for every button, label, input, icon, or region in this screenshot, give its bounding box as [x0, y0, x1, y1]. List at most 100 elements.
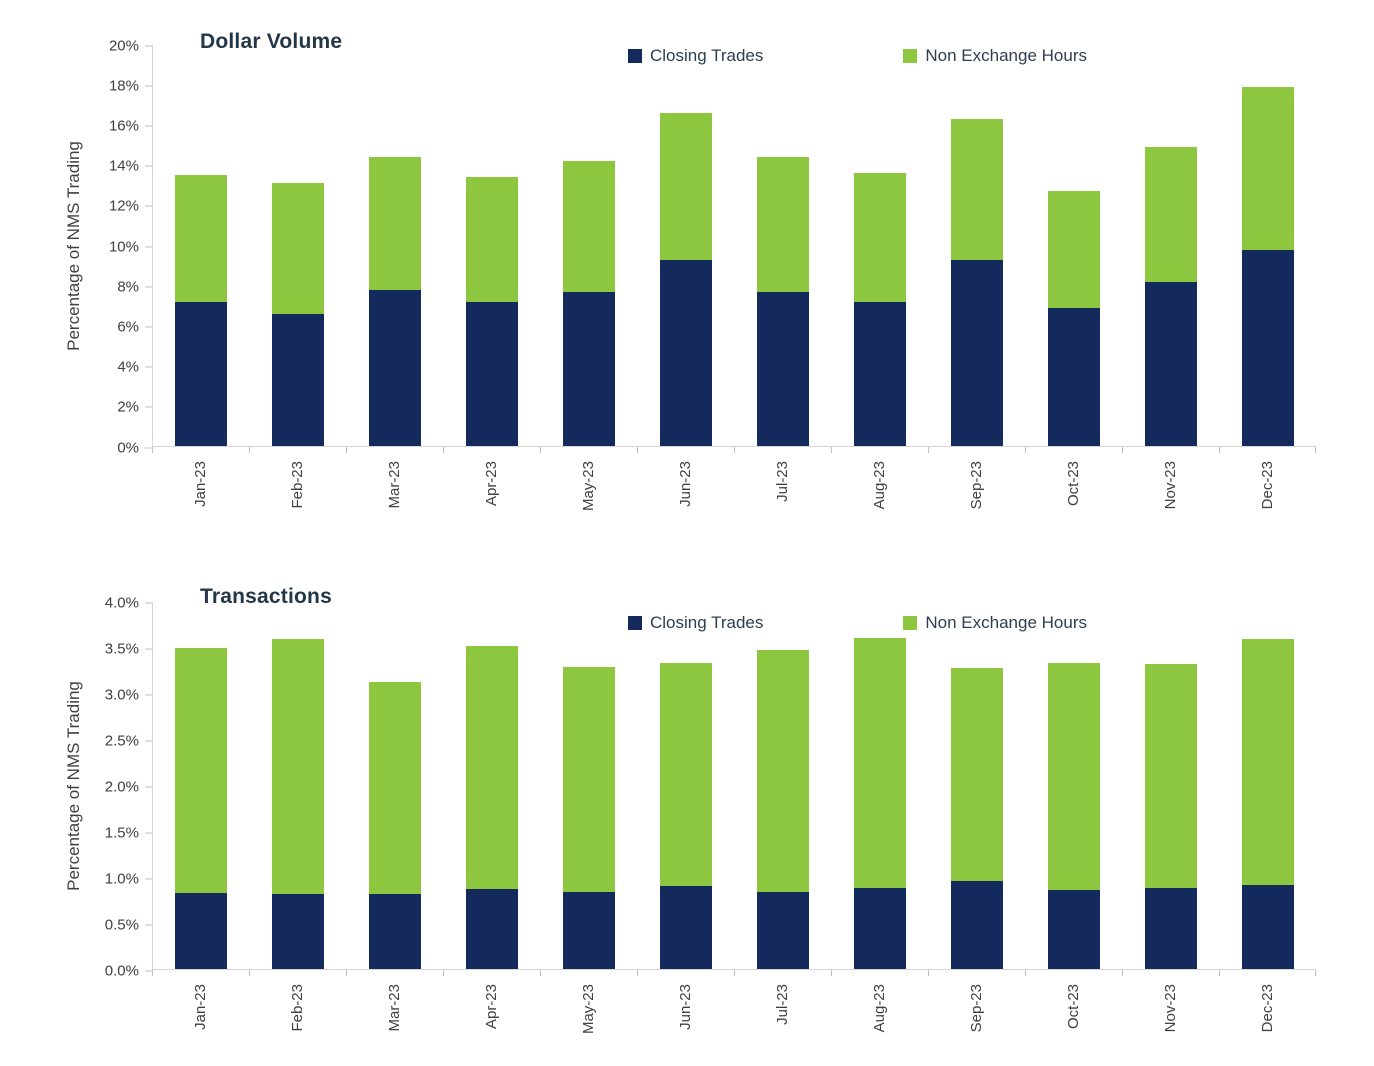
stacked-bar [563, 602, 616, 969]
x-tick-mark [249, 970, 250, 976]
bar-sep-23 [928, 45, 1025, 446]
x-tick-mark [734, 447, 735, 453]
bar-jan-23 [153, 602, 250, 969]
y-tick-label: 2.0% [104, 778, 139, 795]
x-slot: Aug-23 [831, 970, 928, 1066]
y-tick-mark [145, 205, 152, 207]
bar-segment-non-exchange-hours [1047, 662, 1100, 891]
x-tick-mark [540, 447, 541, 453]
bar-segment-closing-trades [1047, 307, 1100, 446]
x-axis-label: Dec-23 [1259, 984, 1276, 1033]
x-tick-mark [443, 970, 444, 976]
x-axis-label: Apr-23 [483, 461, 500, 507]
bar-segment-closing-trades [756, 291, 809, 446]
y-tick-mark [145, 45, 152, 46]
bar-segment-closing-trades [756, 891, 809, 969]
x-tick-mark [1315, 970, 1316, 976]
bar-mar-23 [347, 45, 444, 446]
x-slot: Feb-23 [249, 447, 346, 533]
y-tick-label: 14% [108, 157, 139, 175]
y-tick-mark [145, 366, 152, 368]
x-tick-mark [152, 447, 153, 453]
x-axis-label: Aug-23 [871, 461, 888, 510]
x-slot: Nov-23 [1122, 970, 1219, 1066]
bar-segment-non-exchange-hours [853, 173, 906, 302]
y-tick-mark [145, 740, 152, 741]
stacked-bar [950, 602, 1003, 969]
bar-segment-non-exchange-hours [1047, 191, 1100, 308]
bar-may-23 [541, 45, 638, 446]
bar-segment-non-exchange-hours [950, 668, 1003, 881]
y-tick-label: 4.0% [104, 594, 139, 611]
x-slot: Dec-23 [1219, 447, 1316, 533]
x-tick-mark [637, 970, 638, 976]
x-slot: Feb-23 [249, 970, 346, 1066]
x-tick-mark [152, 970, 153, 976]
x-slot: Sep-23 [928, 970, 1025, 1066]
x-axis-label: Mar-23 [386, 461, 403, 509]
x-tick-mark [249, 447, 250, 453]
legend-item-non-exchange-hours: Non Exchange Hours [903, 613, 1087, 633]
bar-jan-23 [153, 45, 250, 446]
bar-segment-closing-trades [272, 313, 325, 446]
x-tick-mark [1025, 447, 1026, 453]
bar-nov-23 [1122, 45, 1219, 446]
y-tick-mark [145, 786, 152, 787]
x-axis-label: Jun-23 [677, 984, 694, 1030]
x-slot: Aug-23 [831, 447, 928, 533]
bar-segment-closing-trades [563, 291, 616, 446]
bar-jun-23 [638, 602, 735, 969]
stacked-bar [466, 602, 519, 969]
bar-segment-closing-trades [175, 301, 228, 446]
y-tick-mark [145, 878, 152, 879]
legend-label-non-exchange-hours: Non Exchange Hours [925, 613, 1087, 632]
y-axis-ticks: 0.0% 0.5% 1.0% 1.5% 2.0% 2.5% 3.0% 3.5% 4.0% [0, 594, 152, 979]
y-tick-label: 3.0% [104, 686, 139, 703]
bar-segment-closing-trades [853, 888, 906, 969]
bar-may-23 [541, 602, 638, 969]
bar-segment-non-exchange-hours [272, 638, 325, 894]
bar-segment-closing-trades [1047, 890, 1100, 969]
bar-segment-non-exchange-hours [1144, 147, 1197, 282]
bar-aug-23 [831, 602, 928, 969]
y-tick-mark [145, 648, 152, 649]
bar-aug-23 [831, 45, 928, 446]
x-tick-mark [1122, 447, 1123, 453]
x-axis-label: Jun-23 [677, 461, 694, 507]
x-axis-label: Sep-23 [968, 984, 985, 1033]
bar-jun-23 [638, 45, 735, 446]
stacked-bar [466, 45, 519, 446]
stacked-bar [272, 602, 325, 969]
non-exchange-hours-swatch-icon [903, 49, 918, 63]
bar-segment-closing-trades [1144, 281, 1197, 446]
closing-trades-swatch-icon [628, 616, 642, 630]
x-tick-mark [637, 447, 638, 453]
bar-segment-closing-trades [660, 259, 713, 446]
x-slot: Apr-23 [443, 447, 540, 533]
bar-oct-23 [1025, 45, 1122, 446]
bar-feb-23 [250, 45, 347, 446]
bar-segment-closing-trades [950, 259, 1003, 446]
non-exchange-hours-swatch-icon [903, 616, 918, 630]
legend-label-closing-trades: Closing Trades [650, 613, 764, 632]
x-axis-label: Mar-23 [386, 984, 403, 1032]
x-slot: Nov-23 [1122, 447, 1219, 533]
x-tick-mark [928, 447, 929, 453]
bar-segment-non-exchange-hours [466, 177, 519, 302]
y-tick-mark [145, 694, 152, 695]
x-axis-label: Jul-23 [774, 984, 791, 1025]
x-tick-mark [346, 970, 347, 976]
bar-mar-23 [347, 602, 444, 969]
stacked-bar [1047, 45, 1100, 446]
x-axis-label: May-23 [580, 984, 597, 1035]
bar-dec-23 [1219, 45, 1316, 446]
y-tick-label: 12% [108, 197, 139, 215]
stacked-bar [563, 45, 616, 446]
x-axis-label: Jul-23 [774, 461, 791, 502]
y-tick-label: 1.5% [104, 824, 139, 841]
x-slot: Jan-23 [152, 970, 249, 1066]
x-tick-mark [540, 970, 541, 976]
x-axis-label: Feb-23 [289, 984, 306, 1032]
bar-segment-non-exchange-hours [1144, 664, 1197, 889]
bar-segment-non-exchange-hours [1241, 638, 1294, 885]
